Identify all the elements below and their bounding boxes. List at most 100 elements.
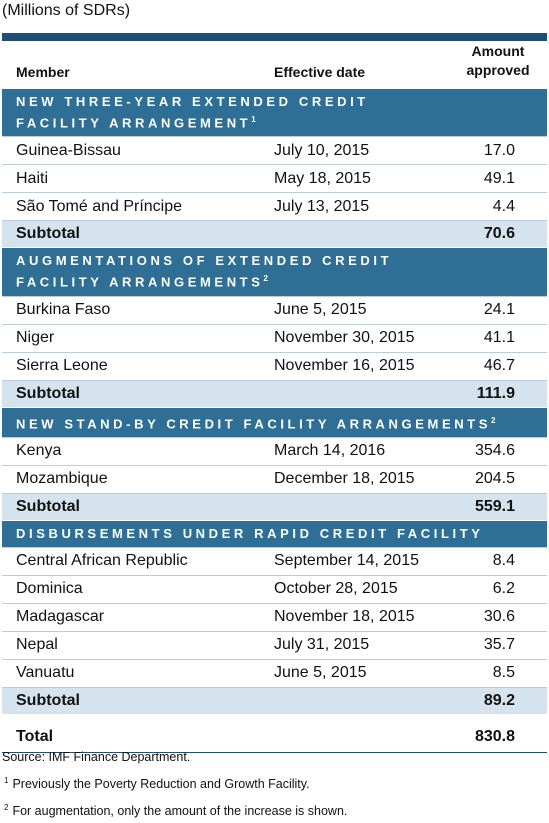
data-row: Mozambique December 18, 2015 204.5 (2, 464, 547, 493)
section-header: AUGMENTATIONS OF EXTENDED CREDIT FACILITY… (2, 247, 547, 296)
section-title: AUGMENTATIONS OF EXTENDED CREDIT (16, 253, 393, 269)
cell: 204.5 (474, 470, 515, 488)
section-title: DISBURSEMENTS UNDER RAPID CREDIT FACILIT… (16, 525, 484, 541)
cell: Haiti (16, 169, 49, 187)
cell: September 14, 2015 (274, 552, 419, 570)
section-title-line: DISBURSEMENTS UNDER RAPID CREDIT FACILIT… (16, 525, 533, 543)
subtotal-row: Subtotal 559.1 (2, 492, 547, 520)
cell: 24.1 (483, 301, 515, 319)
data-row: Nepal July 31, 2015 35.7 (2, 630, 547, 659)
cell: 17.0 (483, 141, 515, 159)
header-row: Member Effective date Amount approved (2, 41, 547, 88)
cell: 8.4 (492, 552, 515, 570)
cell: 30.6 (483, 608, 515, 626)
total-row: Total 830.8 (2, 723, 547, 753)
subtotal-label: Subtotal (16, 497, 80, 515)
cell: Nepal (16, 636, 58, 654)
subtotal-value: 89.2 (483, 691, 515, 709)
table: Member Effective date Amount approved NEW T… (2, 41, 547, 753)
footnote-marker: 1 (4, 776, 9, 785)
footnote-text: Previously the Poverty Reduction and Gro… (12, 777, 310, 792)
data-row: Sierra Leone November 16, 2015 46.7 (2, 351, 547, 380)
cell: June 5, 2015 (274, 301, 367, 319)
column-header: Amount approved (466, 43, 530, 78)
column-header: Member (16, 64, 70, 80)
data-row: Madagascar November 18, 2015 30.6 (2, 602, 547, 631)
cell: July 13, 2015 (274, 197, 370, 215)
data-row: Central African Republic September 14, 20… (2, 546, 547, 575)
subtotal-label: Subtotal (16, 691, 80, 709)
cell: October 28, 2015 (274, 580, 398, 598)
section-title: NEW STAND-BY CREDIT FACILITY ARRANGEMENT… (16, 415, 492, 431)
cell: Burkina Faso (16, 301, 111, 319)
data-row: Burkina Faso June 5, 2015 24.1 (2, 295, 547, 324)
cell: 6.2 (492, 580, 515, 598)
section-title-line: NEW THREE-YEAR EXTENDED CREDIT (16, 93, 533, 111)
section-header: NEW STAND-BY CREDIT FACILITY ARRANGEMENT… (2, 406, 547, 437)
cell: 41.1 (483, 329, 515, 347)
footnote: 2 For augmentation, only the amount of th… (2, 796, 347, 823)
cell: 8.5 (492, 664, 515, 682)
top-bar (2, 33, 547, 41)
section-title-line: AUGMENTATIONS OF EXTENDED CREDIT (16, 252, 533, 270)
data-row: Kenya March 14, 2016 354.6 (2, 436, 547, 465)
cell: São Tomé and Príncipe (16, 197, 183, 215)
source: Source: IMF Finance Department. (2, 750, 191, 764)
data-row: Haiti May 18, 2015 49.1 (2, 164, 547, 192)
subtotal-label: Subtotal (16, 384, 80, 402)
total-label: Total (16, 728, 54, 746)
cell: Central African Republic (16, 552, 188, 570)
subtotal-row: Subtotal 89.2 (2, 686, 547, 714)
section-header: DISBURSEMENTS UNDER RAPID CREDIT FACILIT… (2, 519, 547, 547)
section-title-line: NEW STAND-BY CREDIT FACILITY ARRANGEMENT… (16, 412, 533, 433)
cell: Kenya (16, 442, 62, 460)
cell: Madagascar (16, 608, 105, 626)
subtotal-row: Subtotal 70.6 (2, 220, 547, 248)
title: (Millions of SDRs) (2, 2, 131, 19)
section-header: NEW THREE-YEAR EXTENDED CREDIT FACILITY A… (2, 88, 547, 137)
cell: 354.6 (474, 442, 515, 460)
data-row: Vanuatu June 5, 2015 8.5 (2, 658, 547, 687)
footnote-text: For augmentation, only the amount of the… (12, 804, 348, 819)
footnote-ref: 1 (251, 115, 256, 124)
footnote-ref: 2 (263, 274, 268, 284)
subtotal-value: 111.9 (476, 384, 515, 402)
cell: 35.7 (483, 636, 515, 654)
cell: Mozambique (16, 470, 108, 488)
section-title: FACILITY ARRANGEMENT (16, 115, 252, 131)
cell: May 18, 2015 (274, 169, 371, 187)
cell: November 30, 2015 (274, 329, 415, 347)
cell: 4.4 (492, 197, 515, 215)
cell: Niger (16, 329, 55, 347)
section-title-line: FACILITY ARRANGEMENTS2 (16, 270, 533, 291)
cell: December 18, 2015 (274, 470, 415, 488)
subtotal-row: Subtotal 111.9 (2, 379, 547, 407)
notes: Source: IMF Finance Department. 1 Previous… (2, 746, 347, 823)
cell: June 5, 2015 (274, 664, 367, 682)
cell: March 14, 2016 (274, 442, 386, 460)
cell: November 16, 2015 (274, 357, 415, 375)
cell: 46.7 (483, 357, 515, 375)
cell: November 18, 2015 (274, 608, 415, 626)
cell: Dominica (16, 580, 83, 598)
subtotal-label: Subtotal (16, 225, 80, 243)
cell: 49.1 (483, 169, 515, 187)
section-title-line: FACILITY ARRANGEMENT1 (16, 111, 533, 132)
cell: Guinea-Bissau (16, 141, 121, 159)
column-header: Effective date (274, 64, 366, 80)
data-row: Dominica October 28, 2015 6.2 (2, 574, 547, 603)
footnote-ref: 2 (491, 415, 496, 425)
subtotal-value: 559.1 (474, 497, 515, 515)
footnote: 1 Previously the Poverty Reduction and Gr… (2, 769, 347, 796)
section-title: FACILITY ARRANGEMENTS (16, 274, 264, 290)
cell: July 31, 2015 (274, 636, 370, 654)
data-row: Niger November 30, 2015 41.1 (2, 323, 547, 352)
cell: Vanuatu (16, 664, 75, 682)
cell: July 10, 2015 (274, 141, 370, 159)
data-row: São Tomé and Príncipe July 13, 2015 4.4 (2, 192, 547, 220)
footnote-marker: 2 (4, 803, 9, 813)
subtotal-value: 70.6 (483, 225, 515, 243)
total-value: 830.8 (474, 728, 515, 746)
data-row: Guinea-Bissau July 10, 2015 17.0 (2, 136, 547, 164)
